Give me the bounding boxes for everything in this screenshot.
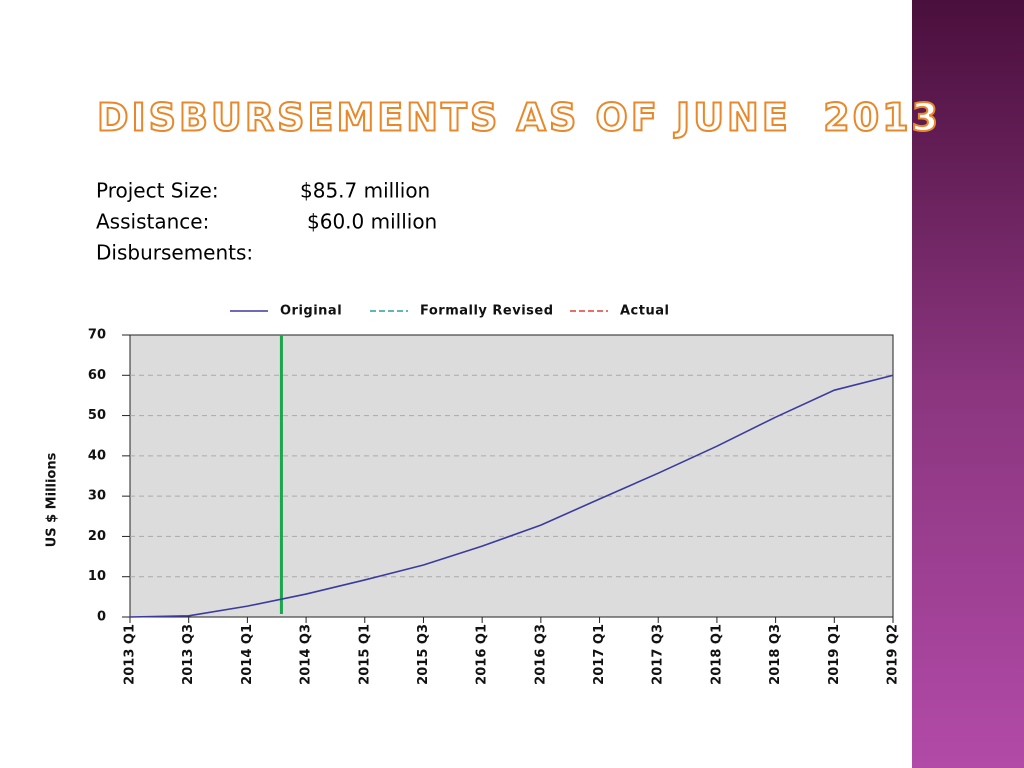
y-tick-label: 0 (97, 610, 106, 625)
info-value: $85.7 million (300, 179, 430, 203)
x-tick-label: 2013 Q3 (181, 624, 196, 685)
x-tick-label: 2018 Q3 (768, 624, 783, 685)
x-tick-label: 2016 Q3 (533, 624, 548, 685)
legend-label: Original (280, 304, 342, 319)
slide-title: DISBURSEMENTS AS OF JUNE 2013 (97, 96, 941, 140)
x-tick-label: 2018 Q1 (709, 624, 724, 685)
y-tick-label: 60 (88, 368, 106, 383)
legend-label: Actual (620, 304, 669, 319)
x-tick-label: 2015 Q3 (416, 624, 431, 685)
x-tick-label: 2017 Q3 (651, 624, 666, 685)
info-label: Assistance: (96, 210, 209, 234)
y-tick-label: 40 (88, 448, 106, 463)
data-line (129, 374, 894, 618)
y-tick-label: 20 (88, 529, 106, 544)
x-tick-label: 2019 Q2 (886, 624, 901, 685)
plot-area (129, 334, 894, 618)
x-tick-label: 2013 Q1 (123, 624, 138, 685)
y-axis-label: US $ Millions (45, 452, 60, 547)
x-tick-label: 2015 Q1 (357, 624, 372, 685)
side-stripe (912, 0, 1024, 768)
info-label: Disbursements: (96, 241, 253, 265)
x-tick-label: 2017 Q1 (592, 624, 607, 685)
x-tick-label: 2014 Q1 (240, 624, 255, 685)
x-tick-label: 2019 Q1 (827, 624, 842, 685)
info-label: Project Size: (96, 179, 219, 203)
legend-label: Formally Revised (420, 304, 554, 319)
y-tick-label: 70 (88, 328, 106, 343)
x-tick-label: 2014 Q3 (299, 624, 314, 685)
y-tick-label: 10 (88, 569, 106, 584)
y-tick-label: 50 (88, 408, 106, 423)
x-tick-label: 2016 Q1 (475, 624, 490, 685)
info-value: $60.0 million (307, 210, 437, 234)
y-tick-label: 30 (88, 489, 106, 504)
